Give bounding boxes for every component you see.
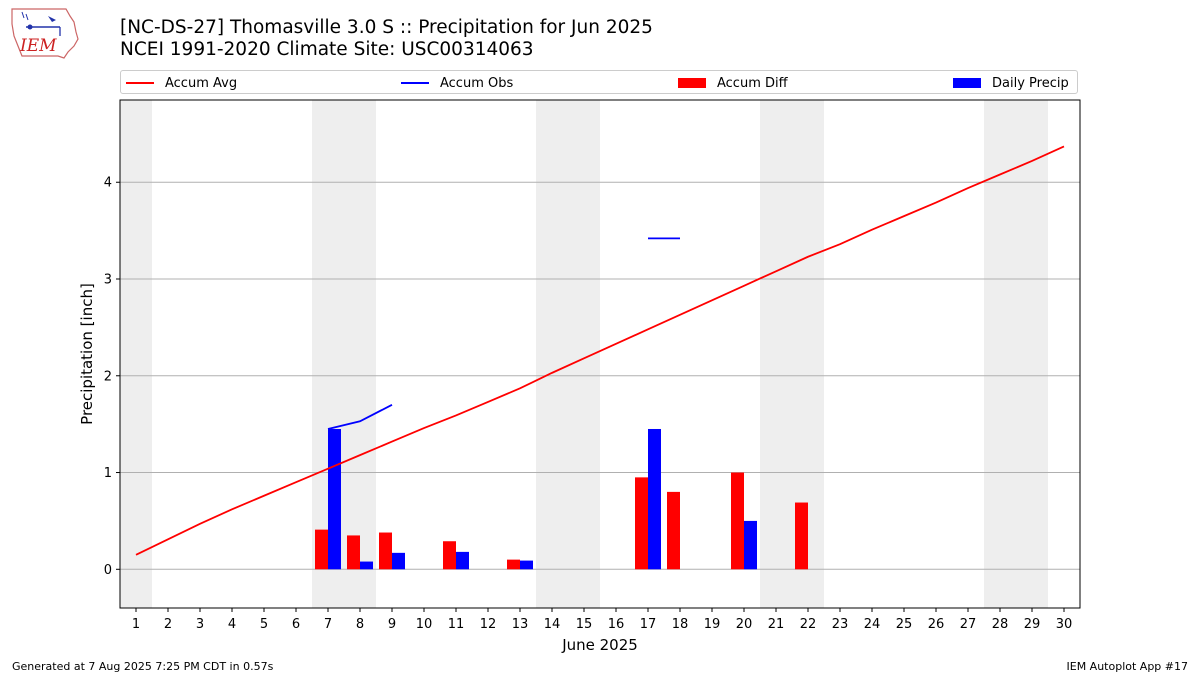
x-tick-label-16: 16 [608, 617, 625, 632]
bar-daily-precip-day-7 [328, 429, 341, 569]
bar-daily-precip-day-17 [648, 429, 661, 569]
bar-accum-diff-day-9 [379, 533, 392, 570]
x-tick-label-28: 28 [992, 617, 1009, 632]
x-tick-label-9: 9 [388, 617, 396, 632]
bar-daily-precip-day-13 [520, 561, 533, 570]
x-tick-label-4: 4 [228, 617, 236, 632]
bar-accum-diff-day-22 [795, 503, 808, 570]
weekend-band-2 [536, 100, 600, 608]
x-tick-label-2: 2 [164, 617, 172, 632]
x-tick-label-6: 6 [292, 617, 300, 632]
y-tick-label-2: 2 [104, 369, 112, 384]
bar-accum-diff-day-18 [667, 492, 680, 569]
y-tick-label-1: 1 [104, 466, 112, 481]
weekend-band-3 [760, 100, 824, 608]
x-tick-label-15: 15 [576, 617, 593, 632]
x-tick-label-3: 3 [196, 617, 204, 632]
x-axis-label: June 2025 [561, 636, 638, 654]
bar-daily-precip-day-11 [456, 552, 469, 569]
x-tick-label-18: 18 [672, 617, 689, 632]
x-tick-label-8: 8 [356, 617, 364, 632]
x-tick-label-12: 12 [480, 617, 497, 632]
x-tick-label-13: 13 [512, 617, 529, 632]
x-tick-label-5: 5 [260, 617, 268, 632]
x-tick-label-29: 29 [1024, 617, 1041, 632]
bar-accum-diff-day-7 [315, 530, 328, 570]
x-tick-label-25: 25 [896, 617, 913, 632]
bar-accum-diff-day-11 [443, 541, 456, 569]
x-tick-label-27: 27 [960, 617, 977, 632]
x-tick-label-20: 20 [736, 617, 753, 632]
bar-accum-diff-day-17 [635, 477, 648, 569]
bar-accum-diff-day-13 [507, 560, 520, 570]
x-tick-label-26: 26 [928, 617, 945, 632]
x-tick-label-7: 7 [324, 617, 332, 632]
y-tick-label-4: 4 [104, 176, 112, 191]
y-axis-label: Precipitation [inch] [78, 283, 96, 425]
footer-app: IEM Autoplot App #17 [1067, 660, 1189, 673]
x-tick-label-17: 17 [640, 617, 657, 632]
x-tick-label-23: 23 [832, 617, 849, 632]
bar-daily-precip-day-9 [392, 553, 405, 569]
x-tick-label-22: 22 [800, 617, 817, 632]
x-tick-label-1: 1 [132, 617, 140, 632]
bar-accum-diff-day-8 [347, 535, 360, 569]
weekend-band-0 [120, 100, 152, 608]
y-tick-label-0: 0 [104, 563, 112, 578]
x-tick-label-11: 11 [448, 617, 465, 632]
bar-accum-diff-day-20 [731, 473, 744, 570]
bar-daily-precip-day-8 [360, 562, 373, 570]
x-tick-label-10: 10 [416, 617, 433, 632]
x-tick-label-30: 30 [1056, 617, 1073, 632]
y-tick-label-3: 3 [104, 273, 112, 288]
x-tick-label-19: 19 [704, 617, 721, 632]
x-tick-label-24: 24 [864, 617, 881, 632]
x-tick-label-21: 21 [768, 617, 785, 632]
x-tick-label-14: 14 [544, 617, 561, 632]
weekend-band-4 [984, 100, 1048, 608]
bar-daily-precip-day-20 [744, 521, 757, 569]
footer-generated: Generated at 7 Aug 2025 7:25 PM CDT in 0… [12, 660, 273, 673]
